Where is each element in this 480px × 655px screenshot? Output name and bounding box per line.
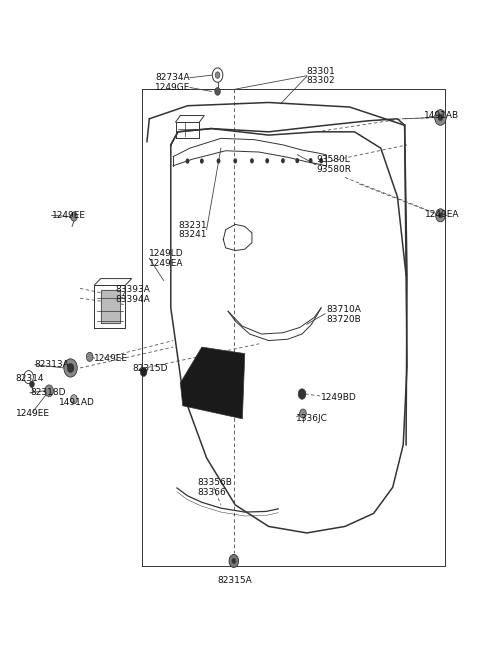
Text: 93580R: 93580R bbox=[316, 165, 351, 174]
Text: 1491AD: 1491AD bbox=[59, 398, 95, 407]
Circle shape bbox=[30, 381, 34, 388]
Text: 83366: 83366 bbox=[197, 488, 226, 497]
Circle shape bbox=[319, 158, 323, 163]
Text: 1249EE: 1249EE bbox=[95, 354, 129, 363]
Text: 83231: 83231 bbox=[178, 221, 206, 230]
Text: 82315D: 82315D bbox=[132, 364, 168, 373]
Text: 82314: 82314 bbox=[16, 374, 44, 383]
Text: 93580L: 93580L bbox=[316, 155, 350, 164]
Circle shape bbox=[439, 213, 443, 218]
Circle shape bbox=[140, 367, 147, 377]
Text: 82315A: 82315A bbox=[218, 576, 252, 585]
Text: 82318D: 82318D bbox=[30, 388, 66, 397]
Text: 1249EA: 1249EA bbox=[425, 210, 459, 219]
Circle shape bbox=[232, 558, 236, 563]
Circle shape bbox=[435, 109, 446, 125]
Circle shape bbox=[281, 158, 285, 163]
Text: 83302: 83302 bbox=[307, 77, 336, 85]
Circle shape bbox=[215, 88, 220, 96]
Circle shape bbox=[300, 409, 306, 418]
Text: 1249BD: 1249BD bbox=[321, 393, 357, 402]
Text: 1249EE: 1249EE bbox=[51, 211, 85, 220]
Text: 1491AB: 1491AB bbox=[424, 111, 459, 120]
Circle shape bbox=[212, 68, 223, 83]
Circle shape bbox=[45, 385, 53, 397]
Polygon shape bbox=[180, 347, 245, 419]
Text: 83720B: 83720B bbox=[326, 314, 360, 324]
Circle shape bbox=[233, 159, 237, 164]
Circle shape bbox=[295, 158, 299, 163]
Text: 1249GE: 1249GE bbox=[155, 83, 190, 92]
Text: 83710A: 83710A bbox=[326, 305, 361, 314]
Polygon shape bbox=[101, 290, 120, 323]
Text: 83394A: 83394A bbox=[115, 295, 150, 304]
Text: 1249EE: 1249EE bbox=[16, 409, 50, 418]
Circle shape bbox=[215, 72, 220, 79]
Circle shape bbox=[24, 371, 34, 384]
Circle shape bbox=[229, 555, 239, 567]
Circle shape bbox=[67, 364, 74, 373]
Circle shape bbox=[216, 159, 220, 164]
Text: 1249EA: 1249EA bbox=[149, 259, 184, 268]
Text: 82313A: 82313A bbox=[35, 360, 70, 369]
Text: 83356B: 83356B bbox=[197, 478, 232, 487]
Circle shape bbox=[71, 212, 77, 221]
Text: 83301: 83301 bbox=[307, 67, 336, 76]
Circle shape bbox=[86, 352, 93, 362]
Circle shape bbox=[265, 158, 269, 163]
Text: 83241: 83241 bbox=[178, 231, 206, 239]
Circle shape bbox=[186, 159, 190, 164]
Circle shape bbox=[438, 114, 443, 121]
Text: 1336JC: 1336JC bbox=[296, 415, 328, 423]
Circle shape bbox=[71, 395, 77, 404]
Text: 1249LD: 1249LD bbox=[149, 250, 184, 258]
Circle shape bbox=[436, 209, 445, 222]
Text: 82734A: 82734A bbox=[155, 73, 190, 82]
Circle shape bbox=[64, 359, 77, 377]
Circle shape bbox=[298, 389, 306, 400]
Text: 83393A: 83393A bbox=[115, 285, 150, 294]
Circle shape bbox=[250, 159, 254, 164]
Circle shape bbox=[200, 159, 204, 164]
Circle shape bbox=[309, 158, 312, 163]
